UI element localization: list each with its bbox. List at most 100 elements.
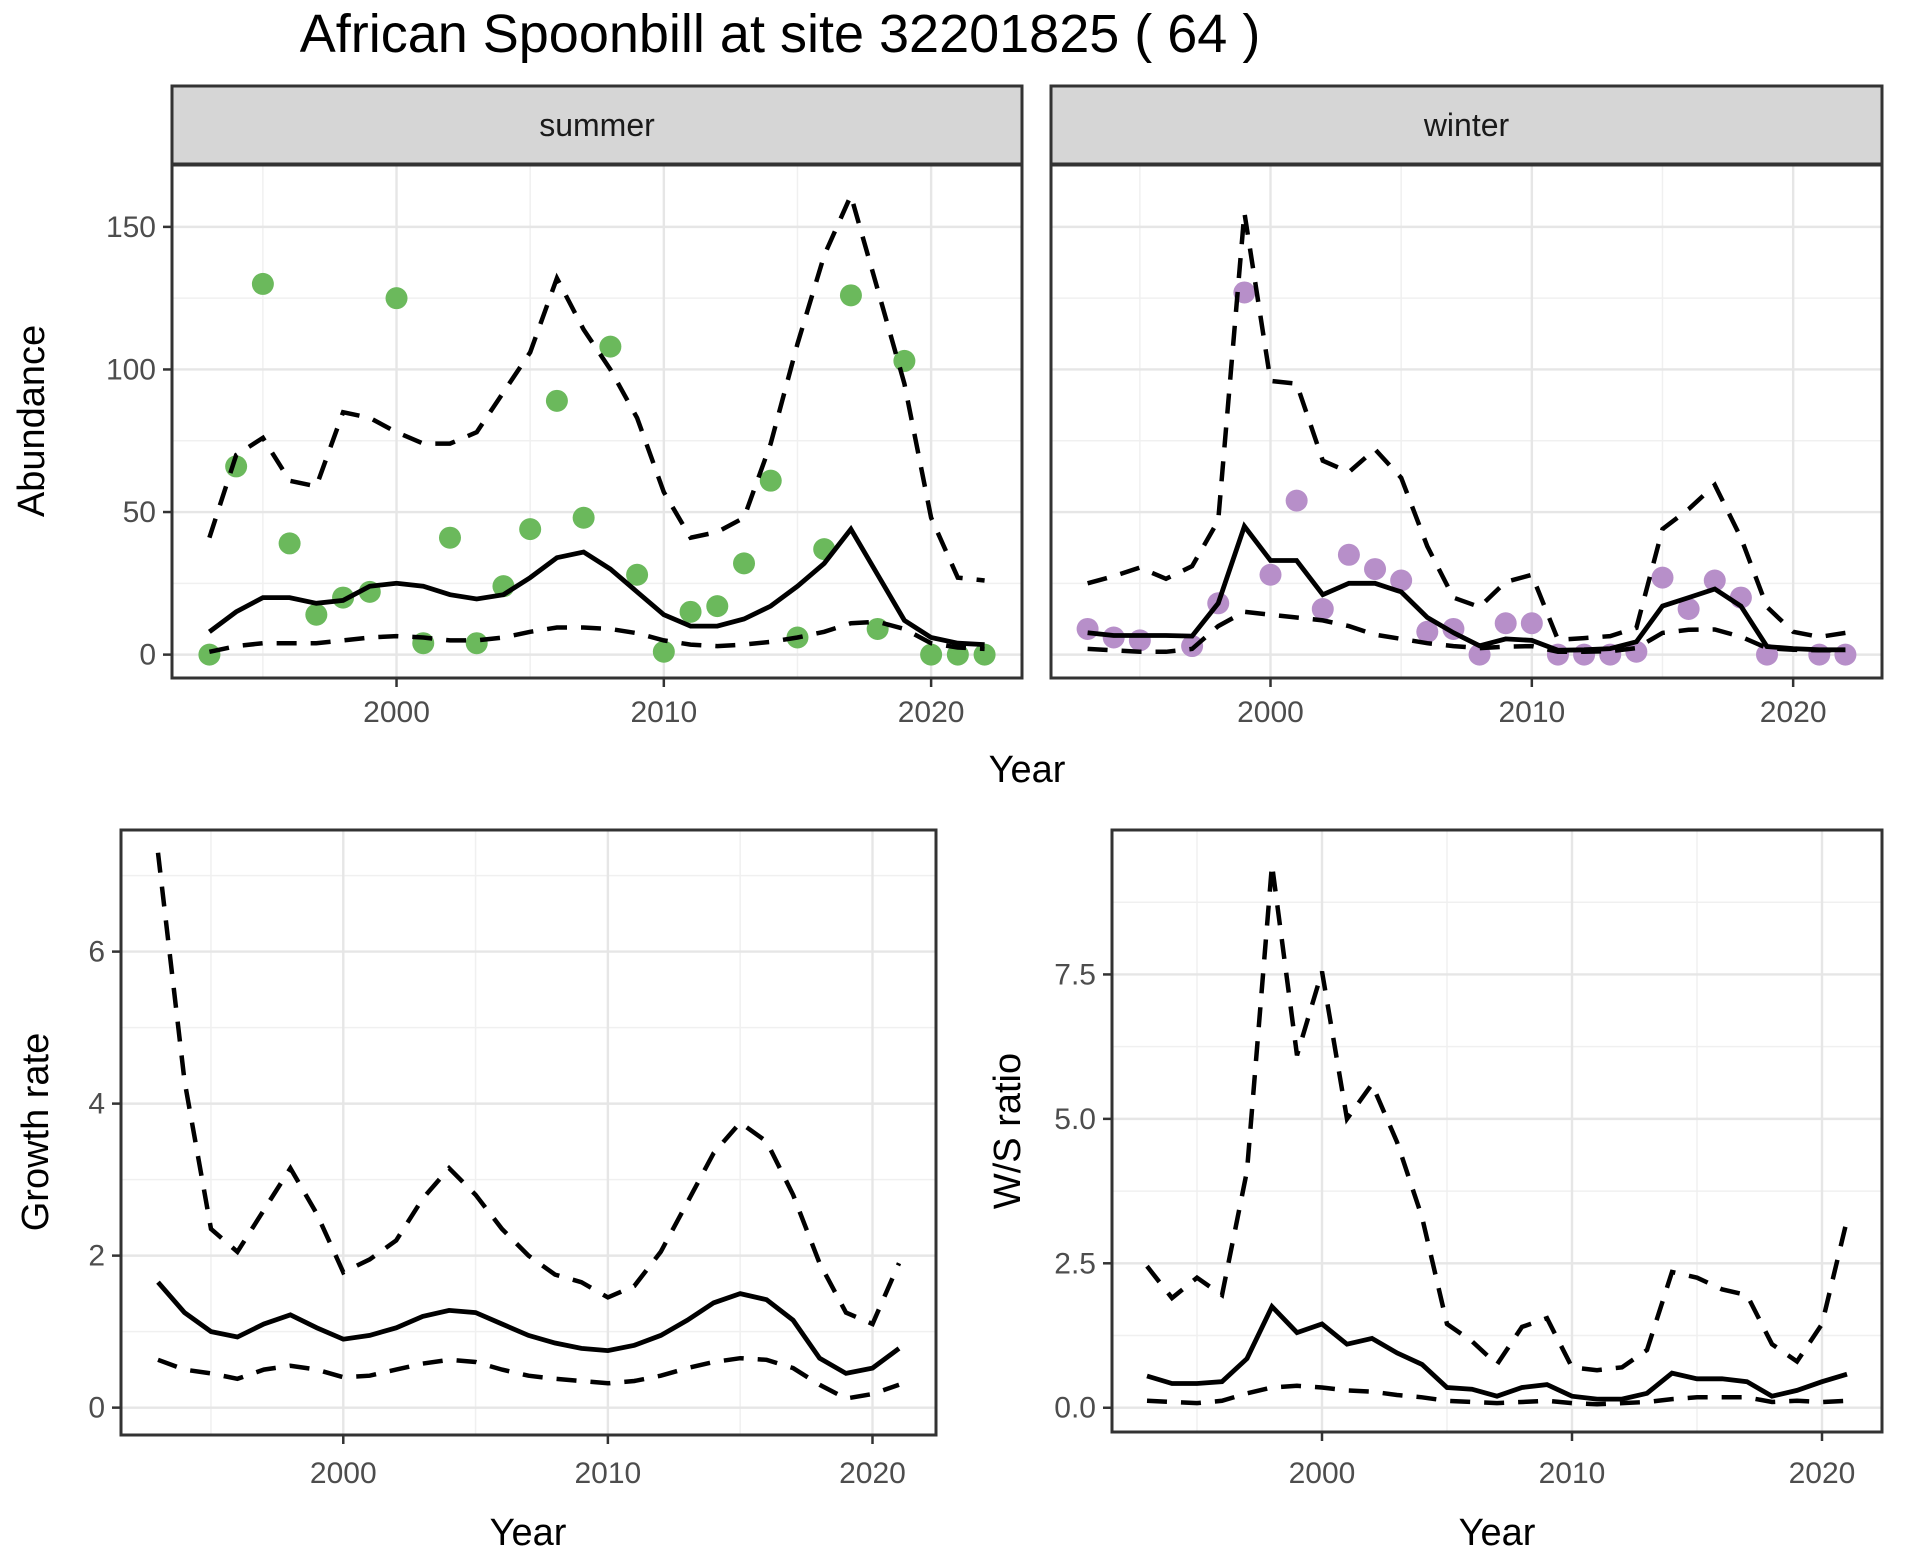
chart-panels: summer 2000 2010 2020 0 50 100 150 Abundance wint… [11, 84, 1884, 1554]
data-point [1834, 643, 1857, 666]
data-layers [1076, 212, 1857, 666]
data-point [1520, 612, 1543, 635]
data-point [519, 518, 542, 541]
line-ci-upper [1145, 864, 1850, 1373]
data-point [1390, 569, 1413, 592]
line-ci-lower [1146, 1383, 1848, 1407]
data-point [706, 595, 729, 618]
data-point [1076, 617, 1099, 640]
line-model-mean [1146, 1302, 1848, 1402]
data-point [385, 287, 408, 310]
x-axis-title-top-row: Year [989, 749, 1066, 791]
x-tick-label: 2020 [1760, 696, 1827, 729]
panel-border [119, 828, 938, 1437]
data-point [759, 469, 782, 492]
panel-border [1110, 828, 1884, 1434]
data-point [305, 603, 328, 626]
panel-ws-ratio: 2000 2010 2020 0.0 2.5 5.0 7.5 W/S ratio Year [987, 828, 1884, 1554]
line-model-mean [207, 524, 985, 647]
data-point [1285, 489, 1308, 512]
data-point [920, 643, 943, 666]
facet-strip [170, 84, 1024, 166]
data-point [626, 563, 649, 586]
y-tick-label: 0.0 [1054, 1392, 1096, 1425]
gridlines [172, 165, 1022, 678]
line-ci-upper [1087, 212, 1846, 643]
line-ci-upper [155, 852, 902, 1327]
x-tick-label: 2020 [1789, 1457, 1856, 1490]
data-point [545, 389, 568, 412]
x-tick-label: 2000 [1237, 696, 1304, 729]
line-ci-lower [157, 1355, 900, 1401]
data-point [465, 632, 488, 655]
x-axis-title: Year [1459, 1512, 1536, 1554]
data-layers [1145, 864, 1850, 1407]
x-tick-label: 2010 [575, 1457, 642, 1490]
line-model-mean [156, 1280, 901, 1376]
data-point [1337, 543, 1360, 566]
y-tick-label: 2.5 [1054, 1247, 1096, 1280]
x-tick-label: 2000 [363, 696, 430, 729]
panel-background [172, 165, 1022, 678]
data-point [973, 643, 996, 666]
y-tick-label: 5.0 [1054, 1103, 1096, 1136]
data-point [1651, 566, 1674, 589]
x-tick-label: 2010 [1539, 1457, 1606, 1490]
panel-background [1112, 830, 1882, 1432]
panel-background [121, 830, 936, 1435]
facet-strip-label: winter [1423, 107, 1510, 143]
facet-strip [1049, 84, 1884, 166]
line-ci-upper [207, 188, 985, 583]
x-axis-title: Year [490, 1512, 567, 1554]
x-tick-label: 2000 [310, 1457, 377, 1490]
data-point [1625, 640, 1648, 663]
line-ci-lower [208, 619, 985, 655]
data-point [1364, 558, 1387, 581]
data-point [1311, 597, 1334, 620]
data-point [1573, 643, 1596, 666]
data-point [278, 532, 301, 555]
data-point [1259, 563, 1282, 586]
data-point [1494, 612, 1517, 635]
line-model-mean [1087, 521, 1846, 653]
panel-abundance-winter: winter 2000 2010 2020 [1049, 84, 1884, 729]
y-tick-label: 0 [139, 639, 156, 672]
x-tick-label: 2010 [1498, 696, 1565, 729]
data-layers [155, 852, 902, 1401]
panel-abundance-summer: summer 2000 2010 2020 0 50 100 150 Abundance [11, 84, 1024, 729]
y-tick-label: 6 [88, 936, 105, 969]
data-point [1416, 620, 1439, 643]
facet-strip-label: summer [539, 107, 655, 143]
y-tick-label: 100 [106, 353, 156, 386]
y-tick-label: 2 [88, 1240, 105, 1273]
y-tick-label: 50 [123, 496, 156, 529]
y-axis-title: Growth rate [15, 1033, 57, 1232]
gridlines [121, 830, 936, 1435]
y-axis-title: W/S ratio [987, 1053, 1029, 1209]
data-point [1703, 569, 1726, 592]
x-tick-label: 2010 [630, 696, 697, 729]
data-point [251, 272, 274, 295]
line-ci-lower [1087, 609, 1846, 655]
data-point [652, 640, 675, 663]
data-point [1128, 629, 1151, 652]
data-point [198, 643, 221, 666]
y-axis-title: Abundance [11, 325, 53, 517]
panel-growth-rate: 2000 2010 2020 0 2 4 6 Growth rate Year [15, 828, 938, 1554]
data-point [1677, 597, 1700, 620]
y-tick-label: 150 [106, 211, 156, 244]
chart-title: African Spoonbill at site 32201825 ( 64 … [300, 4, 1261, 64]
data-point [599, 335, 622, 358]
data-point [572, 506, 595, 529]
data-point [893, 349, 916, 372]
y-tick-label: 0 [88, 1392, 105, 1425]
gridlines [1112, 830, 1882, 1432]
data-point [866, 617, 889, 640]
data-point [438, 526, 461, 549]
x-tick-label: 2000 [1289, 1457, 1356, 1490]
data-point [679, 600, 702, 623]
x-tick-label: 2020 [839, 1457, 906, 1490]
y-tick-label: 4 [88, 1088, 105, 1121]
data-layers [198, 188, 996, 666]
